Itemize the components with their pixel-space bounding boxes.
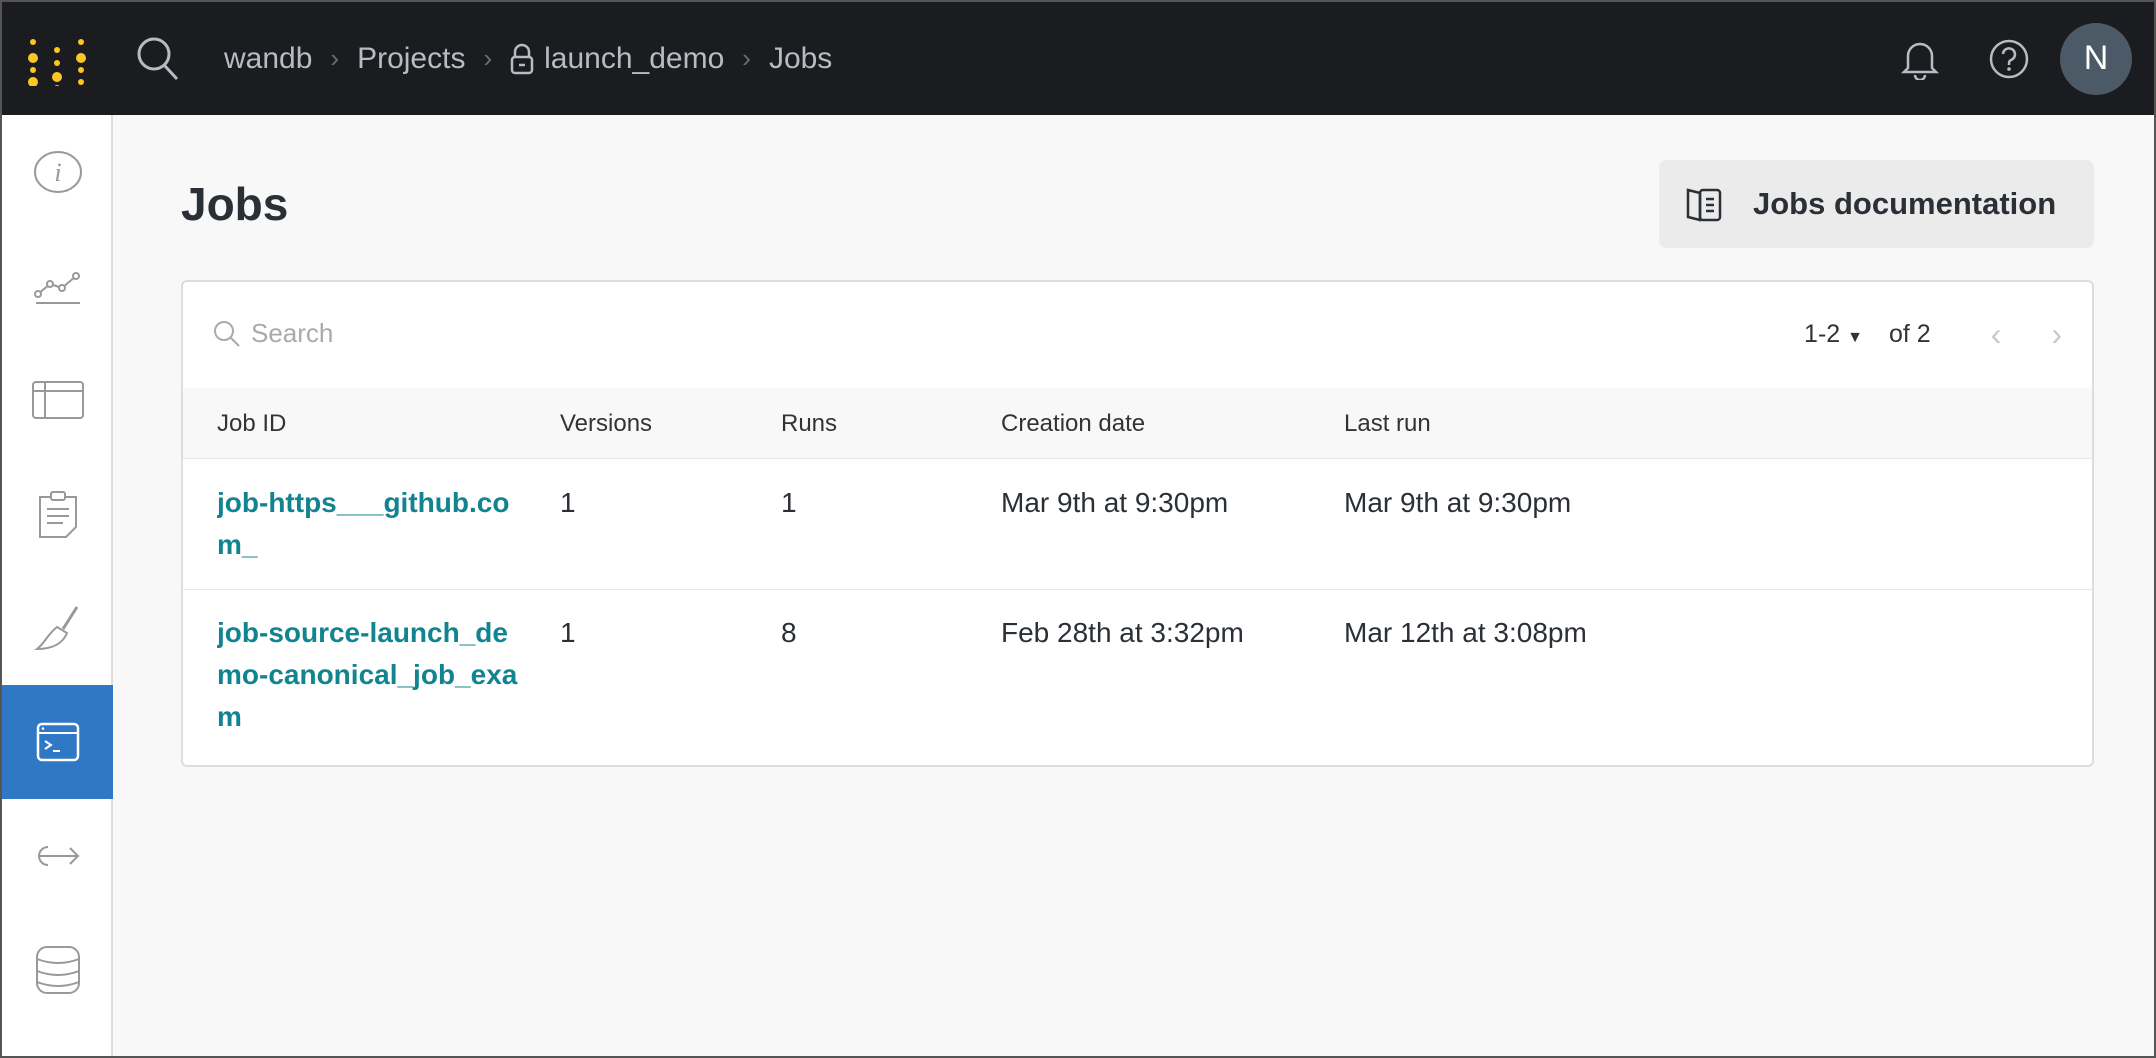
sidebar-item-sweeps[interactable]: [2, 571, 113, 685]
column-header-creation-date[interactable]: Creation date: [1001, 410, 1146, 437]
breadcrumb-project[interactable]: launch_demo: [544, 41, 725, 75]
table-row: job-https___github.com_ 1 1 Mar 9th at 9…: [183, 460, 2092, 590]
sidebar: i: [2, 115, 113, 1056]
breadcrumb-jobs[interactable]: Jobs: [768, 41, 833, 75]
search-icon: [214, 320, 240, 347]
chevron-right-icon: ›: [742, 43, 751, 73]
column-header-last-run[interactable]: Last run: [1344, 410, 1431, 437]
jobs-table: 1-2 ▼ of 2 ‹ › Job ID Versions Runs Crea…: [181, 280, 2094, 767]
chart-line-icon: [33, 272, 80, 304]
sidebar-item-jobs[interactable]: [2, 685, 113, 799]
terminal-icon: [36, 722, 79, 762]
versions-cell: 1: [560, 617, 576, 648]
creation-date-cell: Feb 28th at 3:32pm: [1001, 617, 1244, 648]
broom-icon: [33, 606, 78, 651]
jobs-documentation-button[interactable]: Jobs documentation: [1659, 160, 2094, 248]
page-title: Jobs: [181, 178, 289, 230]
creation-date-cell: Mar 9th at 9:30pm: [1001, 487, 1229, 518]
chevron-right-icon: ›: [330, 43, 340, 73]
search-icon[interactable]: [136, 36, 180, 82]
column-header-runs[interactable]: Runs: [781, 410, 838, 437]
job-link[interactable]: job-https___github.com_: [217, 487, 510, 560]
page-size-select[interactable]: 1-2 ▼: [1804, 320, 1863, 349]
table-icon: [31, 381, 84, 419]
table-row: job-source-launch_demo-canonical_job_exa…: [183, 590, 2092, 765]
sidebar-item-reports[interactable]: [2, 457, 113, 571]
sidebar-item-launch[interactable]: [2, 799, 113, 913]
arrow-right-icon: [37, 846, 79, 866]
breadcrumb-projects[interactable]: Projects: [357, 41, 466, 75]
sidebar-item-artifacts[interactable]: [2, 913, 113, 1027]
pagination: 1-2 ▼ of 2 ‹ ›: [1804, 316, 2062, 353]
table-header: Job ID Versions Runs Creation date Last …: [183, 388, 2092, 459]
chevron-right-icon: ›: [483, 43, 493, 73]
avatar[interactable]: N: [2060, 22, 2132, 95]
search-box: [213, 318, 551, 349]
search-input[interactable]: [251, 318, 551, 349]
page-total: of 2: [1888, 320, 1931, 348]
runs-cell: 1: [781, 487, 797, 518]
breadcrumb: wandb › Projects › launch_demo › Jobs: [224, 2, 832, 115]
last-run-cell: Mar 9th at 9:30pm: [1344, 487, 1572, 518]
sidebar-item-overview[interactable]: i: [2, 115, 113, 229]
prev-page-button[interactable]: ‹: [1990, 316, 2002, 352]
book-icon: [1686, 188, 1722, 222]
job-link[interactable]: job-source-launch_demo-canonical_job_exa…: [217, 617, 518, 732]
info-icon: i: [33, 151, 82, 193]
svg-text:i: i: [54, 158, 61, 187]
caret-down-icon: ▼: [1847, 329, 1863, 346]
help-icon[interactable]: [1988, 38, 2030, 80]
lock-icon: [510, 43, 534, 74]
bell-icon[interactable]: [1900, 38, 1940, 80]
database-icon: [35, 946, 80, 994]
runs-cell: 8: [781, 617, 797, 648]
clipboard-icon: [38, 491, 77, 538]
versions-cell: 1: [560, 487, 576, 518]
next-page-button[interactable]: ›: [2051, 316, 2062, 352]
column-header-job-id[interactable]: Job ID: [217, 410, 287, 437]
column-header-versions[interactable]: Versions: [560, 410, 653, 437]
top-bar: wandb › Projects › launch_demo › Jobs N: [2, 2, 2154, 115]
button-label: Jobs documentation: [1753, 186, 2057, 221]
sidebar-item-workspace[interactable]: [2, 229, 113, 343]
last-run-cell: Mar 12th at 3:08pm: [1344, 617, 1587, 648]
page-range: 1-2: [1804, 320, 1841, 348]
wandb-logo-icon[interactable]: [28, 36, 88, 86]
sidebar-item-table[interactable]: [2, 343, 113, 457]
breadcrumb-wandb[interactable]: wandb: [224, 41, 313, 75]
